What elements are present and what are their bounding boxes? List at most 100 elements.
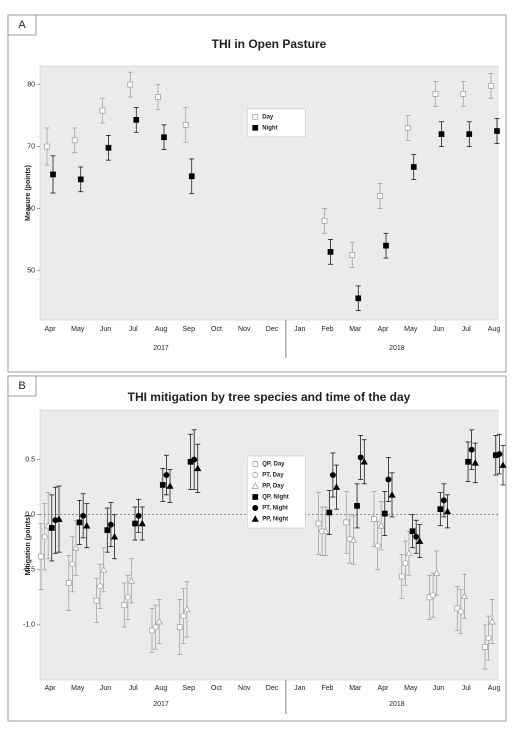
data-point — [50, 171, 56, 178]
x-tick-label: Oct — [211, 685, 222, 692]
data-point — [454, 605, 461, 612]
y-tick-label: -0.5 — [23, 567, 35, 574]
panel-label-box — [7, 375, 37, 397]
data-point — [76, 519, 83, 526]
x-tick-label: Jul — [129, 685, 138, 692]
data-point — [71, 137, 78, 144]
legend-label: QP, Day — [262, 462, 285, 468]
legend-marker — [252, 124, 259, 131]
y-tick-label: 70 — [27, 143, 35, 150]
data-point — [176, 624, 183, 630]
data-point — [485, 635, 492, 642]
data-point — [107, 521, 114, 528]
y-tick-label: 80 — [27, 81, 35, 88]
data-point — [135, 512, 142, 519]
legend-label: PP, Day — [262, 484, 284, 490]
x-tick-label: Mar — [349, 326, 362, 333]
x-tick-label: Nov — [238, 685, 251, 692]
panel-label: B — [18, 380, 25, 392]
x-tick-label: Sep — [183, 685, 196, 692]
data-point — [398, 573, 405, 580]
data-point — [496, 451, 503, 458]
data-point — [127, 577, 136, 584]
data-point — [159, 482, 166, 488]
panel-frame — [7, 14, 507, 373]
data-point — [488, 617, 496, 625]
data-point — [438, 131, 445, 137]
x-tick-label: Jan — [294, 685, 305, 692]
data-point — [163, 472, 170, 478]
plot-area — [39, 409, 499, 681]
x-tick-label: Dec — [266, 685, 279, 692]
data-point — [468, 446, 475, 453]
x-tick-label: Aug — [488, 685, 501, 692]
data-point — [432, 91, 439, 97]
y-axis-label: Mitigation (points) — [25, 515, 32, 576]
x-tick-label: Feb — [321, 685, 333, 692]
data-point — [437, 506, 444, 513]
data-point — [41, 533, 48, 540]
data-point — [377, 193, 383, 199]
data-point — [499, 461, 507, 468]
x-tick-label: May — [404, 685, 418, 692]
plot-area — [39, 65, 499, 321]
data-point — [72, 544, 80, 551]
legend-box — [247, 455, 306, 529]
data-point — [385, 476, 392, 483]
data-point — [110, 533, 119, 540]
data-point — [405, 549, 413, 557]
data-point — [97, 583, 104, 590]
data-point — [104, 527, 111, 533]
legend-label: PT, Day — [262, 473, 284, 479]
data-point — [65, 580, 72, 586]
x-tick-label: Oct — [211, 326, 222, 333]
data-point — [138, 519, 146, 527]
data-point — [105, 144, 112, 151]
data-point — [93, 597, 100, 604]
data-point — [329, 472, 336, 478]
data-point — [377, 521, 385, 529]
data-point — [191, 456, 198, 463]
y-tick-label: 0.0 — [25, 512, 35, 519]
legend-marker — [252, 472, 259, 478]
data-point — [326, 509, 333, 516]
data-point — [349, 252, 356, 258]
data-point — [180, 613, 187, 620]
legend-marker — [252, 505, 259, 511]
data-point — [182, 122, 189, 128]
x-tick-label: Apr — [45, 685, 57, 692]
x-tick-label: Jun — [433, 326, 444, 333]
data-point — [38, 553, 44, 560]
data-point — [99, 107, 106, 114]
data-point — [188, 173, 195, 180]
data-point — [127, 81, 134, 88]
data-point — [355, 295, 362, 302]
data-point — [327, 249, 334, 255]
data-point — [457, 608, 464, 615]
data-point — [315, 520, 322, 527]
x-group-label: 2018 — [389, 701, 405, 708]
data-point — [149, 627, 155, 634]
x-tick-label: Jun — [100, 685, 111, 692]
data-point — [440, 497, 447, 504]
data-point — [471, 459, 479, 466]
x-tick-label: Jul — [129, 326, 138, 333]
y-tick-label: 0.5 — [25, 456, 35, 463]
data-point — [69, 561, 76, 568]
legend-label: Night — [262, 125, 277, 131]
data-point — [80, 512, 87, 519]
x-tick-label: Aug — [488, 326, 501, 333]
x-tick-label: Aug — [155, 326, 168, 333]
legend-marker — [252, 494, 259, 500]
legend-label: QP, Night — [262, 495, 289, 501]
legend-label: Day — [262, 114, 274, 120]
panel-label-box — [7, 14, 37, 36]
data-point — [460, 592, 469, 599]
data-point — [402, 560, 409, 567]
data-point — [388, 491, 396, 498]
data-point — [155, 94, 161, 100]
x-tick-label: Dec — [266, 326, 279, 333]
data-point — [460, 91, 467, 97]
